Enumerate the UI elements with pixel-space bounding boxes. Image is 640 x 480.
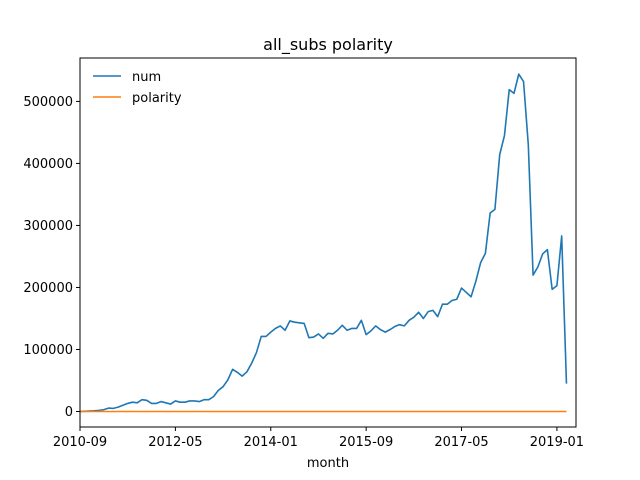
legend-label-num: num <box>132 70 161 85</box>
series-line-num <box>80 73 568 413</box>
plot-frame <box>79 57 577 428</box>
x-axis-label: month <box>307 456 349 471</box>
x-tick-label: 2015-09 <box>339 435 393 450</box>
y-tick-label: 0 <box>65 405 73 420</box>
y-axis: 0 100000 200000 300000 400000 500000 <box>23 95 80 420</box>
chart-title: all_subs polarity <box>263 35 393 55</box>
x-tick-label: 2014-01 <box>244 435 298 450</box>
x-tick-label: 2017-05 <box>434 435 488 450</box>
y-tick-label: 400000 <box>23 157 73 172</box>
x-tick-label: 2019-01 <box>530 435 584 450</box>
x-tick-label: 2010-09 <box>53 435 107 450</box>
plot-area <box>80 73 568 413</box>
legend: num polarity <box>93 70 182 106</box>
y-tick-label: 300000 <box>23 219 73 234</box>
legend-label-polarity: polarity <box>132 91 182 106</box>
x-axis: 2010-09 2012-05 2014-01 2015-09 2017-05 2019-… <box>53 427 584 450</box>
y-tick-label: 100000 <box>23 343 73 358</box>
y-tick-label: 200000 <box>23 281 73 296</box>
x-tick-label: 2012-05 <box>148 435 202 450</box>
y-tick-label: 500000 <box>23 95 73 110</box>
